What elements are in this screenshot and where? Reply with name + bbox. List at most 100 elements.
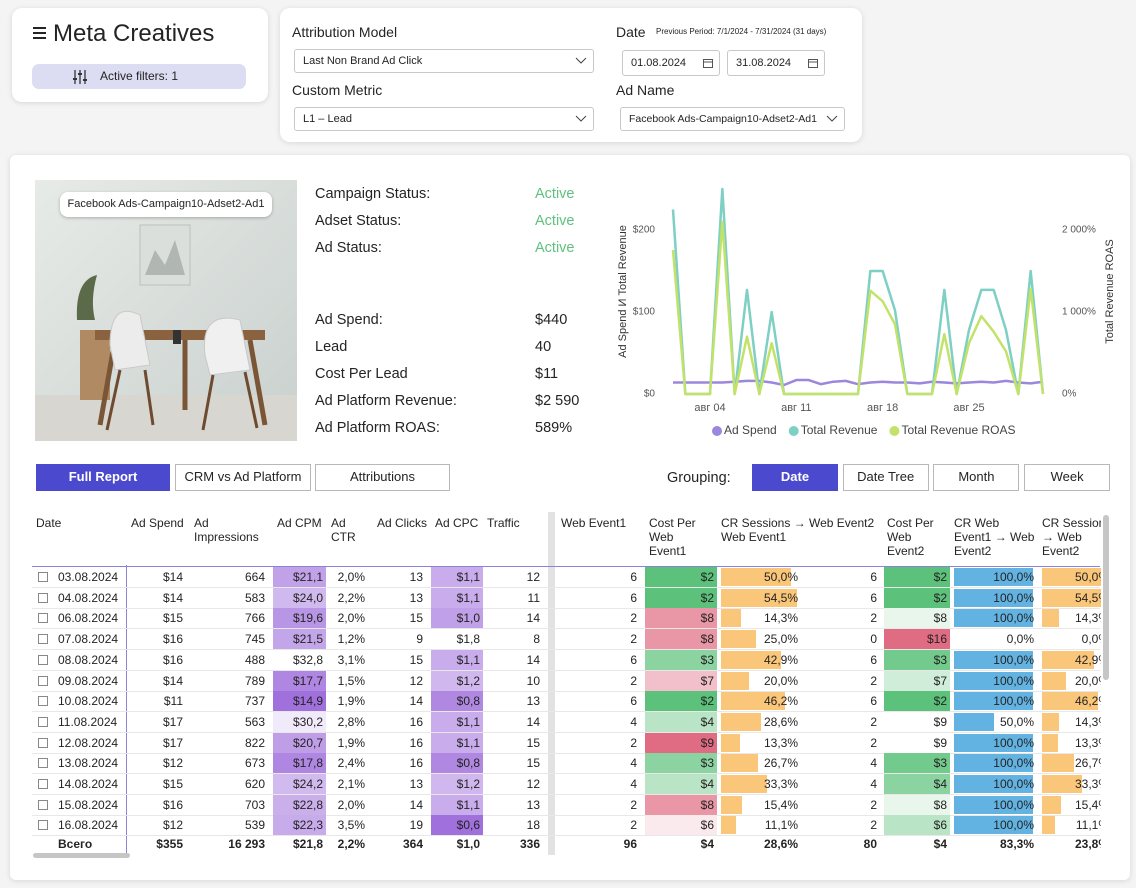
cell-value: $14 xyxy=(162,590,183,605)
table-cell: 100,0% xyxy=(954,795,1037,815)
cell-value: 100,0% xyxy=(993,756,1034,771)
metric-label: Lead xyxy=(315,339,348,355)
vertical-scrollbar[interactable] xyxy=(1103,515,1109,680)
active-filters: Active filters: 1 xyxy=(100,69,179,83)
table-cell: 539 xyxy=(190,815,268,835)
expand-icon[interactable] xyxy=(38,799,48,810)
expand-icon[interactable] xyxy=(38,592,48,603)
cell-value: 15,4% xyxy=(1074,797,1101,812)
table-cell: $1,1 xyxy=(431,567,483,587)
table-cell: 100,0% xyxy=(954,608,1037,628)
data-bar xyxy=(954,568,1033,586)
expand-icon[interactable] xyxy=(38,634,48,645)
ad-name-dropdown[interactable]: Facebook Ads-Campaign10-Adset2-Ad1 xyxy=(620,107,845,131)
table-cell: 766 xyxy=(190,608,268,628)
metric-label: Ad Platform Revenue: xyxy=(315,393,457,409)
legend-swatch xyxy=(712,426,722,436)
expand-icon[interactable] xyxy=(38,696,48,707)
cell-value: $1,1 xyxy=(456,797,480,812)
attribution-dropdown[interactable]: Last Non Brand Ad Click xyxy=(294,49,594,73)
expand-icon[interactable] xyxy=(38,716,48,727)
metric-dropdown[interactable]: L1 – Lead xyxy=(294,107,594,131)
calendar-icon xyxy=(703,59,713,68)
grouping-option[interactable]: Date xyxy=(752,464,838,491)
cell-value: $32,8 xyxy=(292,652,323,667)
table-cell: 13 xyxy=(374,774,426,794)
date-cell: 11.08.2024 xyxy=(58,714,118,729)
cell-value: 673 xyxy=(244,756,265,771)
table-cell: $2 xyxy=(884,567,950,587)
expand-icon[interactable] xyxy=(38,737,48,748)
table-cell: 673 xyxy=(190,753,268,773)
cell-value: $2 xyxy=(933,694,947,709)
cell-value: $22,3 xyxy=(292,818,323,833)
expand-icon[interactable] xyxy=(38,613,48,624)
cell-value: $22,8 xyxy=(292,797,323,812)
date-value: 01.08.2024 xyxy=(631,57,687,69)
cell-value: $6 xyxy=(933,818,947,833)
grouping-option[interactable]: Month xyxy=(933,464,1020,491)
table-cell: 12 xyxy=(485,774,543,794)
cell-value: 1,2% xyxy=(337,632,365,647)
legend-swatch xyxy=(788,426,799,436)
cell-value: 16 xyxy=(409,735,423,750)
date-start[interactable]: 01.08.2024 xyxy=(622,50,720,76)
horizontal-scrollbar[interactable] xyxy=(33,853,130,858)
cell-value: 4 xyxy=(870,777,877,791)
cell-value: $17,7 xyxy=(292,673,323,688)
expand-icon[interactable] xyxy=(38,675,48,686)
table-cell: 488 xyxy=(190,650,268,670)
grouping-option[interactable]: Week xyxy=(1024,464,1111,491)
cell-value: 745 xyxy=(244,632,265,647)
cell-value: $8 xyxy=(700,797,714,812)
row-line xyxy=(32,835,1100,837)
table-cell: 33,3% xyxy=(721,774,801,794)
total-cell: $1,0 xyxy=(456,837,480,851)
table-cell: 6 xyxy=(557,691,640,711)
table-cell: $9 xyxy=(884,711,950,732)
cell-value: $16 xyxy=(162,632,183,647)
grouping-option[interactable]: Date Tree xyxy=(842,464,929,491)
cell-value: $1,2 xyxy=(456,777,480,791)
table-cell: 0,0% xyxy=(954,629,1037,649)
cell-value: 100,0% xyxy=(993,777,1034,791)
table-cell: 50,0% xyxy=(954,712,1037,732)
cell-value: 100,0% xyxy=(993,797,1034,812)
table-cell: 14,3% xyxy=(1042,608,1101,628)
ad-name-label: Facebook Ads-Campaign10-Adset2-Ad1 xyxy=(60,192,272,217)
table-cell: 737 xyxy=(190,691,268,711)
expand-icon[interactable] xyxy=(38,758,48,769)
report-tab[interactable]: Attributions xyxy=(315,464,450,491)
expand-icon[interactable] xyxy=(38,654,48,665)
cell-value: 100,0% xyxy=(993,611,1034,626)
cell-value: 2 xyxy=(630,632,637,647)
row-line xyxy=(32,731,1100,733)
report-tab[interactable]: CRM vs Ad Platform xyxy=(175,464,311,491)
table-cell: $1,1 xyxy=(431,649,483,670)
menu-icon[interactable] xyxy=(33,26,47,40)
cell-value: 4 xyxy=(630,714,637,729)
date-end[interactable]: 31.08.2024 xyxy=(727,50,825,76)
cell-value: 20,0% xyxy=(1074,673,1101,688)
cell-value: 28,6% xyxy=(763,714,798,729)
cell-value: 2 xyxy=(870,818,877,833)
table-cell: 100,0% xyxy=(954,650,1037,670)
table-cell: 10 xyxy=(485,671,543,691)
data-bar xyxy=(954,671,1033,690)
table-cell: 11,1% xyxy=(1042,815,1101,835)
expand-icon[interactable] xyxy=(38,572,48,582)
cell-value: 1,9% xyxy=(337,694,365,709)
row-line xyxy=(32,669,1100,671)
expand-icon[interactable] xyxy=(38,779,48,789)
cell-value: 26,7% xyxy=(1074,756,1101,771)
table-cell: 2 xyxy=(557,629,640,649)
cell-value: 100,0% xyxy=(993,570,1034,584)
cell-value: $14 xyxy=(162,673,183,688)
total-cell: 364 xyxy=(402,837,423,851)
expand-icon[interactable] xyxy=(38,820,48,831)
cell-value: 50,0% xyxy=(763,570,798,584)
active-filters-pill[interactable]: Active filters: 1 xyxy=(32,64,246,89)
cell-value: 0,0% xyxy=(1081,632,1101,647)
cell-value: 54,5% xyxy=(1074,590,1101,605)
report-tab[interactable]: Full Report xyxy=(36,464,170,491)
